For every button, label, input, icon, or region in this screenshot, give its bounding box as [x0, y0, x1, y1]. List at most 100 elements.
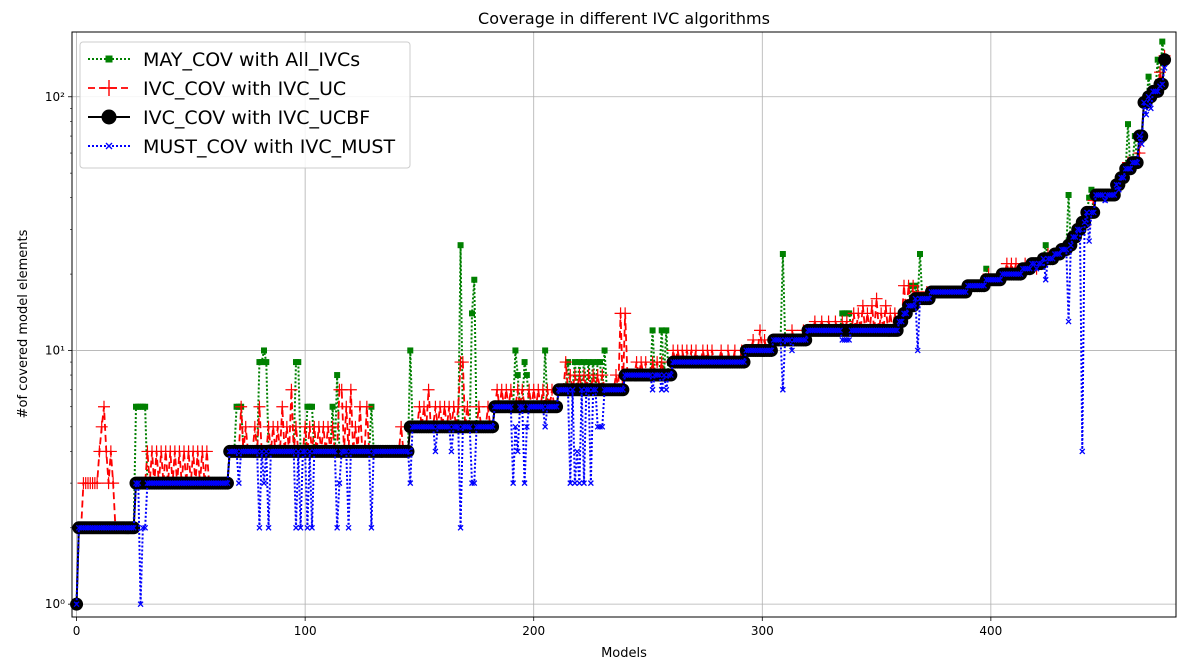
point-marker: [921, 295, 928, 302]
point-marker: [870, 292, 883, 305]
point-marker: [485, 423, 491, 430]
point-marker: [286, 448, 293, 455]
point-marker: [560, 386, 567, 393]
point-marker: [402, 448, 409, 455]
point-marker: [869, 327, 875, 334]
point-marker: [608, 386, 615, 393]
point-marker: [791, 337, 798, 343]
point-marker: [395, 448, 402, 455]
point-marker: [958, 289, 965, 295]
point-marker: [745, 347, 752, 354]
plot-frame: [71, 31, 1177, 618]
point-marker: [126, 524, 133, 531]
point-marker: [567, 480, 574, 487]
point-marker: [514, 372, 521, 379]
point-marker: [224, 480, 231, 487]
point-marker: [983, 265, 990, 272]
point-marker: [571, 480, 578, 487]
point-marker: [78, 524, 85, 531]
point-marker: [946, 289, 953, 295]
point-marker: [142, 524, 149, 531]
point-marker: [514, 448, 521, 455]
point-marker: [825, 327, 832, 334]
point-marker: [841, 337, 848, 343]
point-marker: [1145, 93, 1152, 100]
point-marker: [315, 448, 322, 455]
point-marker: [601, 386, 608, 393]
point-marker: [471, 276, 478, 283]
point-marker: [363, 448, 370, 455]
point-marker: [741, 359, 747, 366]
point-marker: [329, 448, 336, 455]
point-marker: [613, 386, 619, 393]
point-marker: [359, 448, 366, 455]
point-marker: [777, 337, 784, 343]
point-marker: [592, 386, 599, 393]
legend-label: IVC_COV with IVC_UCBF: [143, 107, 370, 129]
point-marker: [786, 337, 793, 343]
point-marker: [1022, 265, 1029, 272]
point-marker: [498, 403, 505, 410]
point-marker: [277, 448, 283, 455]
point-marker: [261, 480, 267, 487]
point-marker: [1070, 234, 1077, 240]
point-marker: [219, 480, 226, 487]
point-marker: [1136, 133, 1143, 140]
point-marker: [846, 337, 853, 343]
y-tick-label: 10²: [45, 90, 65, 104]
point-marker: [418, 423, 425, 430]
point-marker: [422, 383, 435, 396]
point-marker: [985, 276, 992, 283]
point-marker: [1095, 192, 1102, 198]
point-marker: [133, 480, 139, 487]
point-marker: [834, 327, 841, 334]
point-marker: [983, 276, 990, 283]
point-marker: [318, 448, 325, 455]
point-marker: [987, 276, 994, 283]
point-marker: [619, 386, 626, 393]
point-marker: [162, 480, 169, 487]
point-marker: [811, 327, 818, 334]
x-tick-label: 200: [522, 624, 545, 638]
point-marker: [434, 423, 441, 430]
point-marker: [770, 337, 777, 343]
point-marker: [494, 403, 501, 410]
point-marker: [1045, 255, 1051, 262]
point-marker: [935, 289, 942, 295]
point-marker: [809, 327, 816, 334]
legend-entry: IVC_COV with IVC_UC: [88, 78, 346, 100]
point-marker: [407, 480, 414, 487]
point-marker: [276, 400, 289, 413]
y-tick-label: 10¹: [45, 343, 65, 357]
point-marker: [939, 289, 946, 295]
point-marker: [951, 289, 958, 295]
point-marker: [94, 524, 101, 531]
x-tick-label: 300: [751, 624, 774, 638]
point-marker: [171, 480, 178, 487]
point-marker: [754, 347, 761, 354]
point-marker: [763, 347, 770, 354]
point-marker: [1111, 192, 1118, 198]
point-marker: [519, 403, 526, 410]
point-marker: [1159, 81, 1166, 88]
point-marker: [391, 448, 398, 455]
point-marker: [320, 448, 327, 455]
point-marker: [462, 423, 469, 430]
point-marker: [702, 359, 709, 366]
point-marker: [528, 403, 535, 410]
point-marker: [104, 445, 117, 458]
point-marker: [169, 480, 176, 487]
point-marker: [590, 386, 597, 393]
point-marker: [482, 423, 489, 430]
point-marker: [734, 359, 741, 366]
point-marker: [578, 386, 585, 393]
point-marker: [663, 327, 670, 334]
point-marker: [373, 448, 379, 455]
point-marker: [226, 448, 233, 455]
point-marker: [798, 337, 805, 343]
point-marker: [258, 359, 265, 366]
point-marker: [1102, 197, 1109, 204]
point-marker: [512, 423, 519, 430]
point-marker: [757, 347, 763, 354]
point-marker: [379, 448, 386, 455]
